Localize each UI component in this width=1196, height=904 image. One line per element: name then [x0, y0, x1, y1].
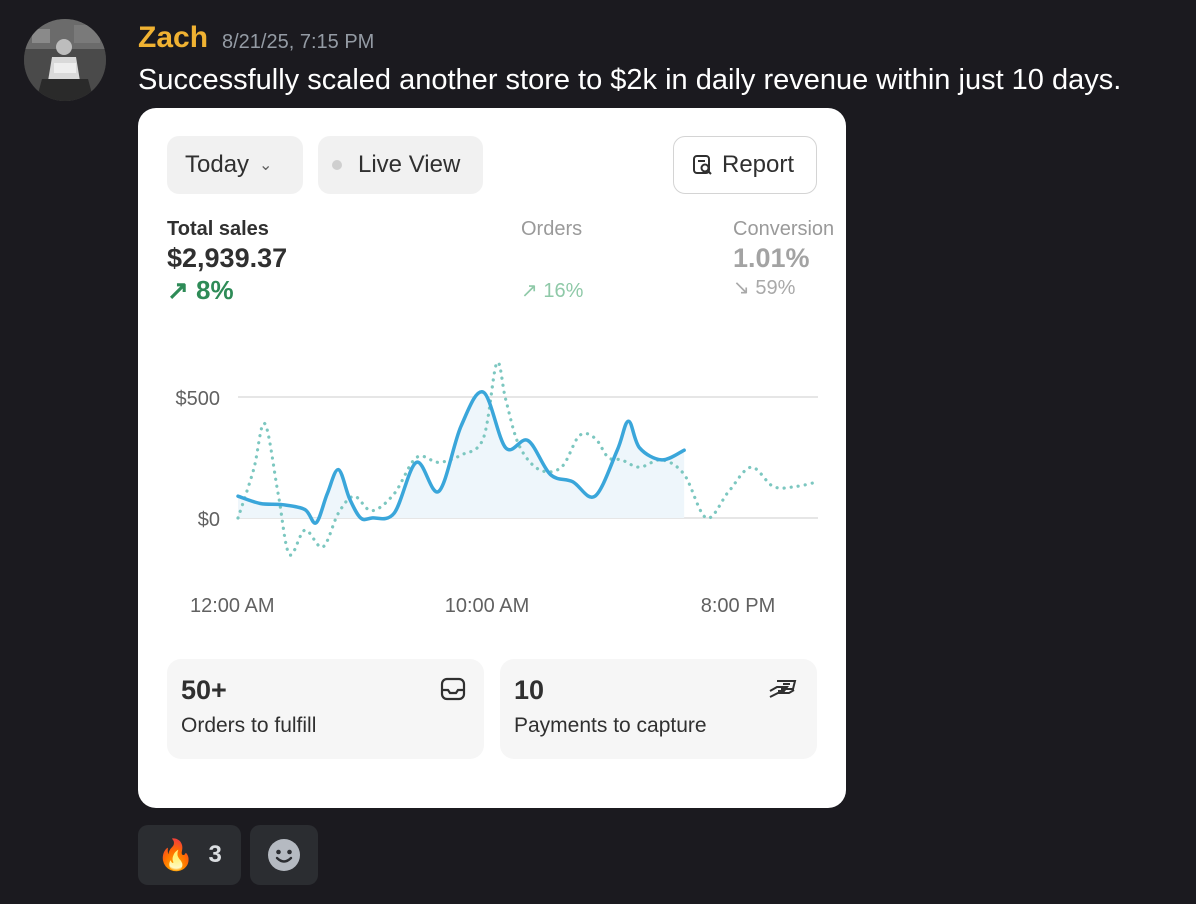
y-tick-label: $0 [198, 509, 220, 531]
orders-to-fulfill-tile[interactable]: 50+ Orders to fulfill [167, 659, 484, 759]
current-series-line [236, 390, 686, 525]
x-tick-label: 12:00 AM [190, 595, 275, 617]
arrow-up-right-icon: ↗ [521, 280, 538, 302]
reaction-count: 3 [208, 841, 222, 868]
live-view-button[interactable]: Live View [318, 136, 483, 194]
metric-value: 1.01% [733, 243, 810, 273]
report-label: Report [722, 151, 795, 178]
metric-value: $2,939.37 [167, 243, 288, 273]
metric-total-sales[interactable]: Total sales $2,939.37 ↗ 8% [167, 218, 287, 306]
hand-cash-icon [769, 680, 797, 698]
report-button[interactable]: Report [673, 136, 817, 194]
metric-label: Total sales [167, 218, 269, 240]
chevron-down-icon: ⌄ [259, 157, 273, 174]
metric-change: ↗ 8% [167, 275, 287, 306]
series-area [238, 391, 685, 524]
live-view-label: Live View [358, 151, 461, 178]
x-tick-label: 8:00 PM [701, 595, 775, 617]
metric-change: ↗ 16% [521, 278, 583, 303]
arrow-up-right-icon: ↗ [167, 275, 189, 305]
date-filter-dropdown[interactable]: Today ⌄ [167, 136, 303, 194]
add-reaction-button[interactable] [250, 825, 318, 885]
metric-change-value: 8% [196, 275, 234, 305]
y-tick-label: $500 [176, 388, 221, 410]
sales-line-chart: $500 $0 12:00 AM 10:00 AM 8:00 PM [176, 360, 820, 617]
tile-label: Payments to capture [514, 714, 707, 737]
reaction-fire[interactable]: 🔥 3 [138, 825, 241, 885]
x-tick-label: 10:00 AM [445, 595, 530, 617]
metric-label: Conversion [733, 218, 835, 240]
fire-emoji-icon: 🔥 [157, 838, 195, 872]
date-filter-label: Today [185, 151, 250, 178]
smiley-icon [268, 839, 300, 871]
metric-conversion[interactable]: Conversion 1.01% ↘ 59% [733, 218, 834, 300]
tile-value: 10 [514, 675, 545, 705]
metric-change-value: 59% [755, 277, 796, 299]
metric-orders[interactable]: Orders ↗ 16% [521, 218, 583, 303]
report-search-icon [693, 155, 712, 175]
message-text: Successfully scaled another store to $2k… [138, 64, 1122, 96]
analytics-screenshot-card[interactable]: Today ⌄ Live View Report Total sales $2,… [138, 108, 846, 808]
message-timestamp: 8/21/25, 7:15 PM [222, 31, 375, 53]
tile-value: 50+ [181, 675, 227, 705]
author-name[interactable]: Zach [138, 21, 209, 54]
inbox-icon [440, 677, 466, 701]
metric-change-value: 16% [543, 280, 584, 302]
avatar[interactable] [24, 19, 106, 101]
live-dot-icon [332, 160, 342, 170]
comparison-series-line [236, 360, 820, 557]
metric-change: ↘ 59% [733, 275, 834, 300]
metric-label: Orders [521, 218, 583, 240]
arrow-down-right-icon: ↘ [733, 277, 750, 299]
payments-to-capture-tile[interactable]: 10 Payments to capture [500, 659, 817, 759]
tile-label: Orders to fulfill [181, 714, 317, 737]
